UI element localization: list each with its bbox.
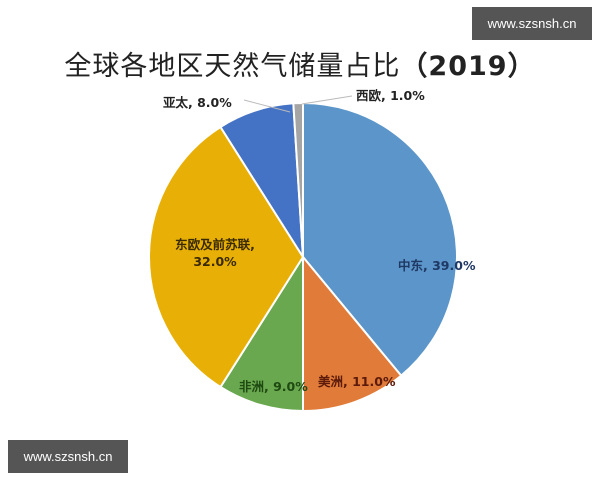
label-eastern-europe-line1: 东欧及前苏联, (175, 237, 255, 252)
label-middle-east: 中东, 39.0% (398, 258, 476, 273)
pie-slice-eastern-europe (148, 125, 305, 389)
leader-lines (243, 95, 353, 113)
chart-title-year: （2019） (400, 51, 536, 82)
slice-labels: 中东, 39.0% 美洲, 11.0% 非洲, 9.0% 东欧及前苏联, 32.… (163, 88, 476, 394)
pie-slice-africa (219, 253, 304, 413)
leader-line-apac (243, 99, 291, 113)
label-americas: 美洲, 11.0% (318, 374, 396, 389)
pie-slice-americas (302, 254, 403, 413)
leader-line-western-europe (301, 95, 353, 105)
pie-slices (148, 101, 458, 413)
watermark-bottom: www.szsnsh.cn (8, 440, 128, 473)
label-apac: 亚太, 8.0% (163, 95, 232, 110)
pie-slice-western-europe (292, 101, 304, 258)
label-africa: 非洲, 9.0% (239, 379, 308, 394)
chart-title: 全球各地区天然气储量占比（2019） (0, 44, 600, 83)
chart-title-text: 全球各地区天然气储量占比 (64, 51, 401, 82)
label-western-europe: 西欧, 1.0% (356, 88, 425, 103)
label-eastern-europe-line2: 32.0% (193, 254, 237, 269)
pie-slice-middle-east (302, 101, 458, 378)
watermark-top: www.szsnsh.cn (472, 7, 592, 40)
